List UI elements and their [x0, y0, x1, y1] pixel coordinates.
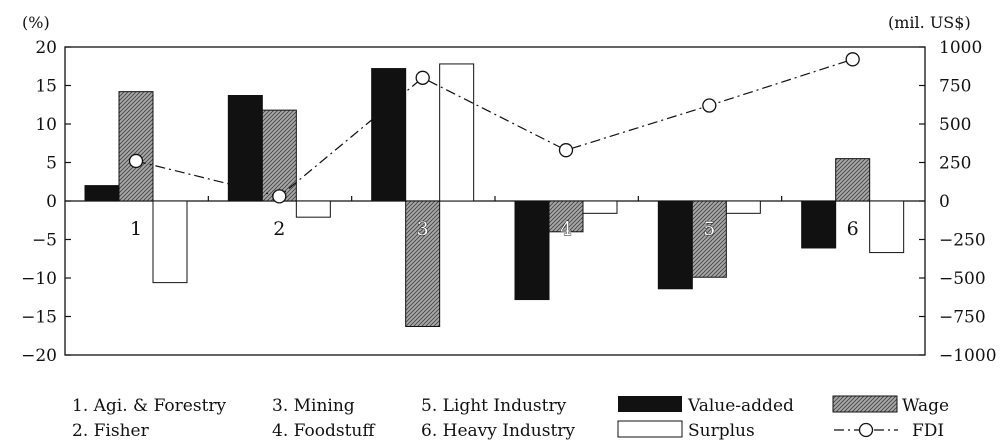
right-axis-unit: (mil. US$) [888, 13, 971, 32]
fdi-point-6 [845, 52, 860, 67]
category-label-2: 2 [273, 218, 285, 240]
bar-wage-3 [405, 200, 441, 328]
legend-label-surplus: Surplus [688, 421, 755, 441]
fdi-point-4 [558, 143, 574, 158]
left-tick-label: −20 [21, 346, 57, 366]
left-tick-label: 0 [46, 192, 57, 212]
legend-label-wage: Wage [902, 396, 949, 416]
right-tick-label: 1000 [939, 38, 982, 58]
bar-value-added-1 [84, 185, 120, 202]
left-tick-label: 20 [35, 38, 57, 58]
category-legend-6: 6. Heavy Industry [421, 421, 575, 441]
bar-surplus-4 [582, 200, 618, 214]
left-tick-label: 15 [35, 77, 57, 97]
left-tick-label: −5 [32, 231, 57, 251]
category-legend-3: 3. Mining [272, 396, 355, 416]
bar-surplus-1 [152, 200, 188, 284]
category-label-4: 4 [560, 218, 572, 240]
bar-wage-1 [118, 91, 154, 202]
category-label-5: 5 [703, 218, 715, 240]
category-labels: 1 2 3 4 5 6 [130, 218, 859, 241]
bar-value-added-2 [227, 95, 263, 202]
right-tick-label: −750 [939, 308, 986, 328]
category-legend-2: 2. Fisher [72, 421, 150, 441]
right-axis: 1000 750 500 250 0 −250 −500 −750 −1000 [919, 38, 997, 366]
bar-value-added-5 [657, 200, 693, 290]
legend-label-fdi: FDI [912, 421, 944, 441]
bar-wage-6 [835, 158, 871, 202]
fdi-point-3 [415, 70, 430, 85]
legend-swatch-value-added [618, 396, 682, 412]
bar-value-added-3 [371, 68, 407, 202]
right-tick-label: 500 [939, 115, 971, 135]
category-legend-5: 5. Light Industry [421, 396, 567, 416]
bar-surplus-5 [725, 200, 761, 214]
bar-value-added-4 [514, 200, 550, 301]
left-axis-unit: (%) [22, 13, 50, 32]
bar-wage-5 [691, 200, 727, 278]
bars [84, 63, 905, 328]
right-tick-label: 250 [939, 154, 971, 174]
bar-surplus-3 [439, 63, 475, 202]
fdi-point-1 [128, 153, 144, 169]
legend: 1. Agi. & Forestry 2. Fisher 3. Mining 4… [72, 395, 949, 441]
left-tick-label: 10 [35, 115, 57, 135]
bar-wage-4 [548, 200, 584, 233]
right-tick-label: 750 [939, 77, 971, 97]
fdi-point-2 [272, 189, 287, 204]
right-tick-label: 0 [939, 192, 950, 212]
legend-label-value-added: Value-added [687, 396, 794, 416]
bar-surplus-6 [869, 200, 905, 254]
right-tick-label: −500 [939, 269, 986, 289]
fdi-line [128, 52, 860, 204]
fdi-series-line [135, 58, 853, 198]
legend-swatch-surplus [617, 420, 683, 438]
left-tick-label: −15 [21, 308, 57, 328]
left-tick-label: 5 [46, 154, 57, 174]
category-label-1: 1 [130, 218, 142, 240]
category-label-3: 3 [417, 218, 429, 240]
legend-marker-fdi [858, 422, 874, 438]
category-legend-1: 1. Agi. & Forestry [72, 396, 227, 416]
legend-swatch-wage [832, 395, 898, 413]
bar-value-added-6 [801, 200, 837, 249]
bar-surplus-2 [295, 200, 331, 218]
left-tick-label: −10 [21, 269, 57, 289]
right-tick-label: −250 [939, 231, 986, 251]
fdi-point-5 [702, 98, 717, 113]
right-tick-label: −1000 [939, 346, 997, 366]
category-legend-4: 4. Foodstuff [272, 421, 376, 441]
bar-wage-2 [261, 109, 297, 202]
category-label-6: 6 [847, 218, 859, 240]
